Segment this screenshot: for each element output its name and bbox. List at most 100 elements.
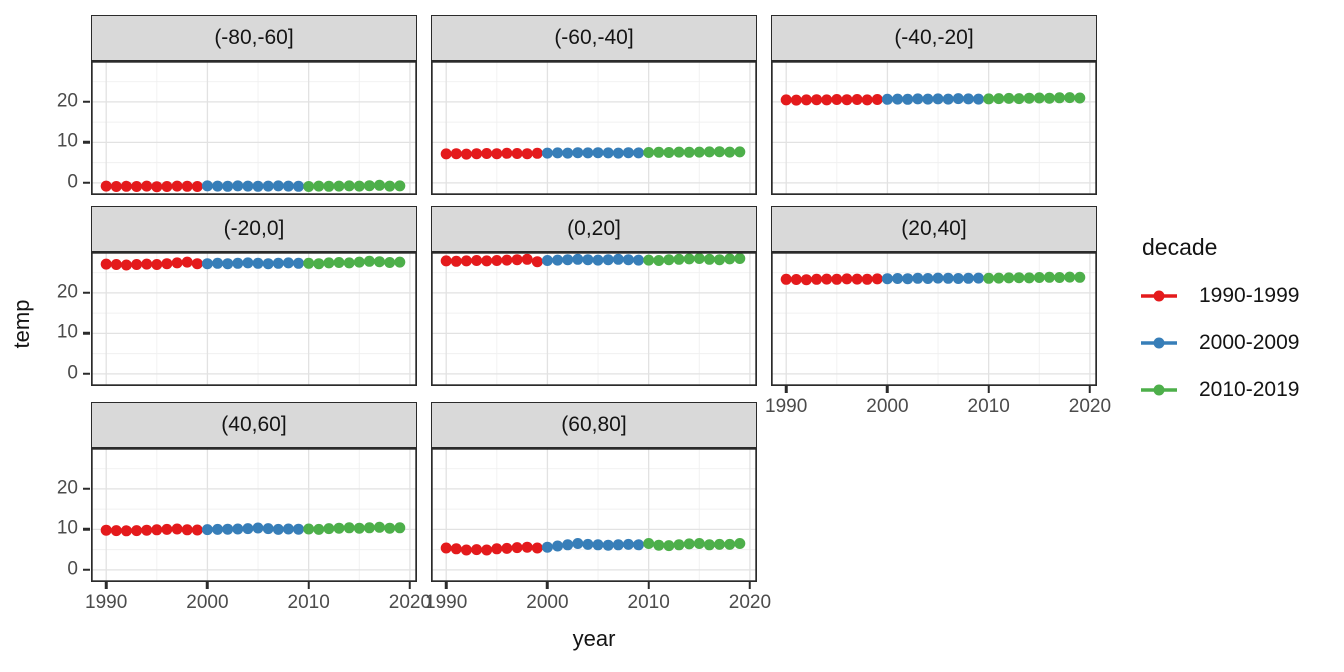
y-axis-tick bbox=[83, 568, 90, 572]
data-point bbox=[110, 181, 122, 192]
data-point bbox=[511, 254, 523, 266]
data-point bbox=[201, 524, 213, 536]
data-point bbox=[201, 180, 213, 192]
data-point bbox=[780, 273, 792, 285]
data-point bbox=[1064, 271, 1076, 283]
data-point bbox=[892, 273, 904, 284]
data-point bbox=[622, 538, 634, 550]
data-point bbox=[313, 180, 325, 192]
data-point bbox=[1043, 271, 1055, 283]
data-point bbox=[212, 180, 224, 192]
data-point bbox=[790, 94, 802, 106]
data-point bbox=[531, 147, 543, 159]
data-point bbox=[831, 273, 843, 285]
data-point bbox=[282, 257, 294, 269]
data-point bbox=[724, 146, 736, 158]
data-point bbox=[491, 148, 503, 160]
data-point bbox=[1054, 272, 1065, 283]
data-point bbox=[622, 147, 634, 159]
facet-strip: (20,40] bbox=[771, 206, 1097, 252]
x-axis-tick bbox=[546, 582, 549, 589]
data-point bbox=[333, 180, 345, 192]
data-point bbox=[222, 523, 234, 535]
data-point bbox=[252, 180, 264, 192]
data-point bbox=[780, 94, 792, 106]
data-point bbox=[973, 272, 984, 284]
data-point bbox=[962, 93, 974, 105]
y-tick-label: 0 bbox=[67, 558, 78, 580]
data-point bbox=[151, 181, 163, 193]
data-point bbox=[120, 525, 132, 537]
data-point bbox=[363, 522, 375, 534]
data-point bbox=[1074, 92, 1086, 104]
data-point bbox=[384, 522, 396, 534]
data-point bbox=[912, 272, 924, 284]
data-point bbox=[181, 256, 193, 268]
x-tick-label: 2000 bbox=[866, 396, 909, 417]
data-point bbox=[892, 93, 904, 105]
data-point bbox=[252, 257, 264, 269]
x-tick-label: 2020 bbox=[728, 592, 772, 613]
data-point bbox=[242, 180, 254, 192]
data-point bbox=[703, 253, 715, 265]
data-point bbox=[851, 94, 863, 105]
data-point bbox=[663, 254, 675, 266]
data-point bbox=[653, 539, 665, 551]
y-axis-tick bbox=[83, 372, 90, 376]
data-point bbox=[450, 148, 462, 160]
data-point bbox=[374, 521, 385, 533]
data-point bbox=[1003, 272, 1015, 284]
data-point bbox=[440, 542, 452, 554]
data-point bbox=[303, 257, 315, 269]
data-point bbox=[673, 539, 685, 551]
data-point bbox=[734, 538, 746, 549]
data-point bbox=[541, 147, 553, 159]
data-point bbox=[460, 255, 472, 267]
legend-entry: 2010-2019 bbox=[1140, 378, 1340, 401]
data-point bbox=[232, 180, 244, 192]
data-point bbox=[592, 539, 604, 551]
data-point bbox=[501, 254, 513, 266]
data-point bbox=[562, 147, 574, 159]
x-axis-tick bbox=[206, 582, 209, 589]
data-point bbox=[724, 253, 736, 265]
data-point bbox=[881, 93, 893, 105]
y-tick-label: 20 bbox=[56, 477, 78, 499]
facet-strip: (-60,-40] bbox=[431, 15, 757, 61]
y-tick-label: 10 bbox=[56, 130, 78, 152]
data-point bbox=[1043, 92, 1055, 104]
data-point bbox=[131, 259, 143, 270]
data-point bbox=[932, 272, 944, 284]
data-point bbox=[582, 538, 594, 550]
data-point bbox=[531, 256, 543, 268]
x-axis-tick bbox=[104, 582, 108, 589]
data-point bbox=[222, 180, 234, 192]
facet-strip: (-40,-20] bbox=[771, 15, 1097, 61]
data-point bbox=[242, 523, 254, 535]
data-point bbox=[394, 180, 406, 192]
x-axis-tick bbox=[647, 582, 650, 589]
panel-border bbox=[771, 252, 1097, 386]
data-point bbox=[724, 538, 736, 550]
data-point bbox=[110, 259, 122, 270]
data-point bbox=[683, 253, 695, 265]
panel-border bbox=[91, 448, 417, 582]
data-point bbox=[693, 538, 705, 549]
facet-strip: (40,60] bbox=[91, 402, 417, 448]
data-point bbox=[151, 524, 163, 536]
data-point bbox=[841, 273, 853, 285]
data-point bbox=[481, 255, 493, 267]
data-point bbox=[141, 524, 153, 536]
y-axis-tick bbox=[83, 332, 90, 335]
data-point bbox=[714, 254, 725, 266]
data-point bbox=[293, 257, 304, 269]
data-point bbox=[841, 94, 853, 106]
data-point bbox=[501, 147, 513, 159]
data-point bbox=[131, 181, 143, 192]
x-axis-tick bbox=[408, 582, 412, 589]
data-point bbox=[252, 522, 264, 534]
data-point bbox=[734, 253, 746, 264]
panel-border bbox=[91, 61, 417, 195]
data-point bbox=[313, 523, 325, 535]
data-point bbox=[602, 254, 614, 266]
